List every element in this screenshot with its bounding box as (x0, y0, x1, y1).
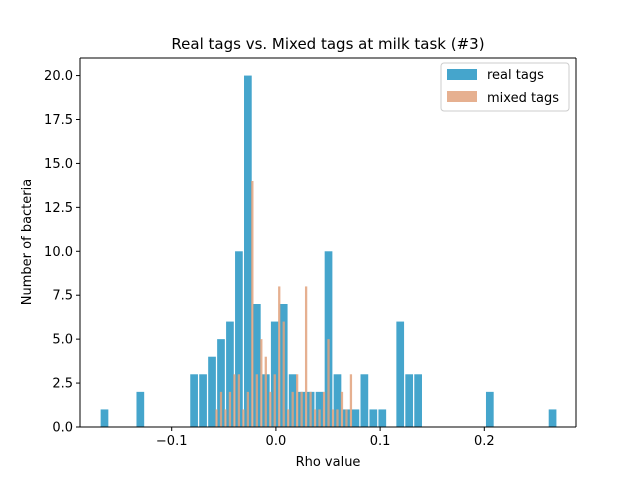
mixed-tags-bar (336, 409, 339, 427)
mixed-tags-bar (278, 286, 281, 427)
x-tick-label: −0.1 (156, 434, 188, 449)
real-tags-bar (136, 391, 145, 427)
y-tick-label: 12.5 (44, 201, 73, 216)
mixed-tags-bar (300, 391, 303, 427)
mixed-tags-bar (313, 409, 317, 427)
mixed-tags-bar (264, 356, 267, 427)
real-tags-bar (190, 374, 198, 427)
mixed-tags-bar (296, 374, 299, 427)
real-tags-bar (100, 409, 109, 427)
mixed-tags-bar (327, 339, 330, 427)
mixed-tags-bar (282, 321, 285, 427)
mixed-tags-bar (318, 409, 321, 427)
real-tags-bar (378, 409, 387, 427)
mixed-tags-bar (219, 391, 223, 427)
real-tags-bar (396, 321, 405, 427)
real-tags-bar (485, 391, 494, 427)
y-tick-label: 2.5 (52, 377, 73, 392)
y-axis-label: Number of bacteria (20, 179, 35, 305)
real-tags-bar (199, 374, 207, 427)
legend-swatch-real-tags (447, 69, 477, 80)
mixed-tags-bars (215, 181, 353, 427)
real-tags-bar (360, 374, 369, 427)
mixed-tags-bar (255, 374, 258, 427)
mixed-tags-bar (269, 391, 272, 427)
mixed-tags-bar (237, 374, 241, 427)
real-tags-bar (270, 321, 279, 427)
mixed-tags-bar (304, 286, 308, 427)
real-tags-bar (217, 339, 225, 427)
y-tick-label: 5.0 (52, 333, 73, 348)
real-tags-bar (244, 75, 252, 427)
mixed-tags-bar (215, 409, 218, 427)
legend: real tags mixed tags (440, 62, 570, 112)
real-tags-bar (208, 356, 216, 427)
mixed-tags-bar (260, 339, 263, 427)
mixed-tags-bar (331, 409, 335, 427)
mixed-tags-bar (309, 391, 312, 427)
x-tick-label: 0.0 (266, 434, 287, 449)
real-tags-bar (369, 409, 378, 427)
mixed-tags-bar (246, 391, 250, 427)
real-tags-bar (414, 374, 422, 427)
mixed-tags-bar (345, 409, 348, 427)
mixed-tags-bar (228, 391, 232, 427)
real-tags-bar (351, 409, 360, 427)
chart-title: Real tags vs. Mixed tags at milk task (#… (171, 35, 484, 53)
mixed-tags-bar (242, 409, 245, 427)
mixed-tags-bar (287, 409, 290, 427)
real-tags-bar (235, 251, 243, 427)
y-tick-label: 17.5 (44, 113, 73, 128)
mixed-tags-bar (273, 374, 276, 427)
real-tags-bar (226, 321, 234, 427)
mixed-tags-bar (322, 391, 326, 427)
mixed-tags-bar (224, 409, 227, 427)
real-tags-bar (405, 374, 414, 427)
y-tick-label: 10.0 (44, 245, 73, 260)
y-tick-label: 7.5 (52, 289, 73, 304)
mixed-tags-bar (251, 181, 254, 427)
mixed-tags-bar (233, 374, 236, 427)
y-tick-label: 15.0 (44, 157, 73, 172)
x-tick-label: 0.1 (370, 434, 391, 449)
real-tags-bar (548, 409, 557, 427)
real-tags-bar (252, 304, 261, 427)
legend-label-real-tags: real tags (487, 68, 544, 83)
mixed-tags-bar (340, 391, 344, 427)
legend-swatch-mixed-tags (447, 91, 477, 102)
x-axis-label: Rho value (296, 455, 361, 470)
mixed-tags-bar (349, 374, 353, 427)
legend-label-mixed-tags: mixed tags (487, 91, 559, 106)
y-tick-label: 20.0 (44, 69, 73, 84)
y-axis-ticks: 0.0 2.5 5.0 7.5 10.0 12.5 15.0 17.5 20.0 (44, 69, 80, 436)
x-axis-ticks: −0.1 0.0 0.1 0.2 (156, 427, 495, 449)
mixed-tags-bar (291, 391, 294, 427)
y-tick-label: 0.0 (52, 421, 73, 436)
real-tags-bar (333, 374, 342, 427)
x-tick-label: 0.2 (474, 434, 495, 449)
